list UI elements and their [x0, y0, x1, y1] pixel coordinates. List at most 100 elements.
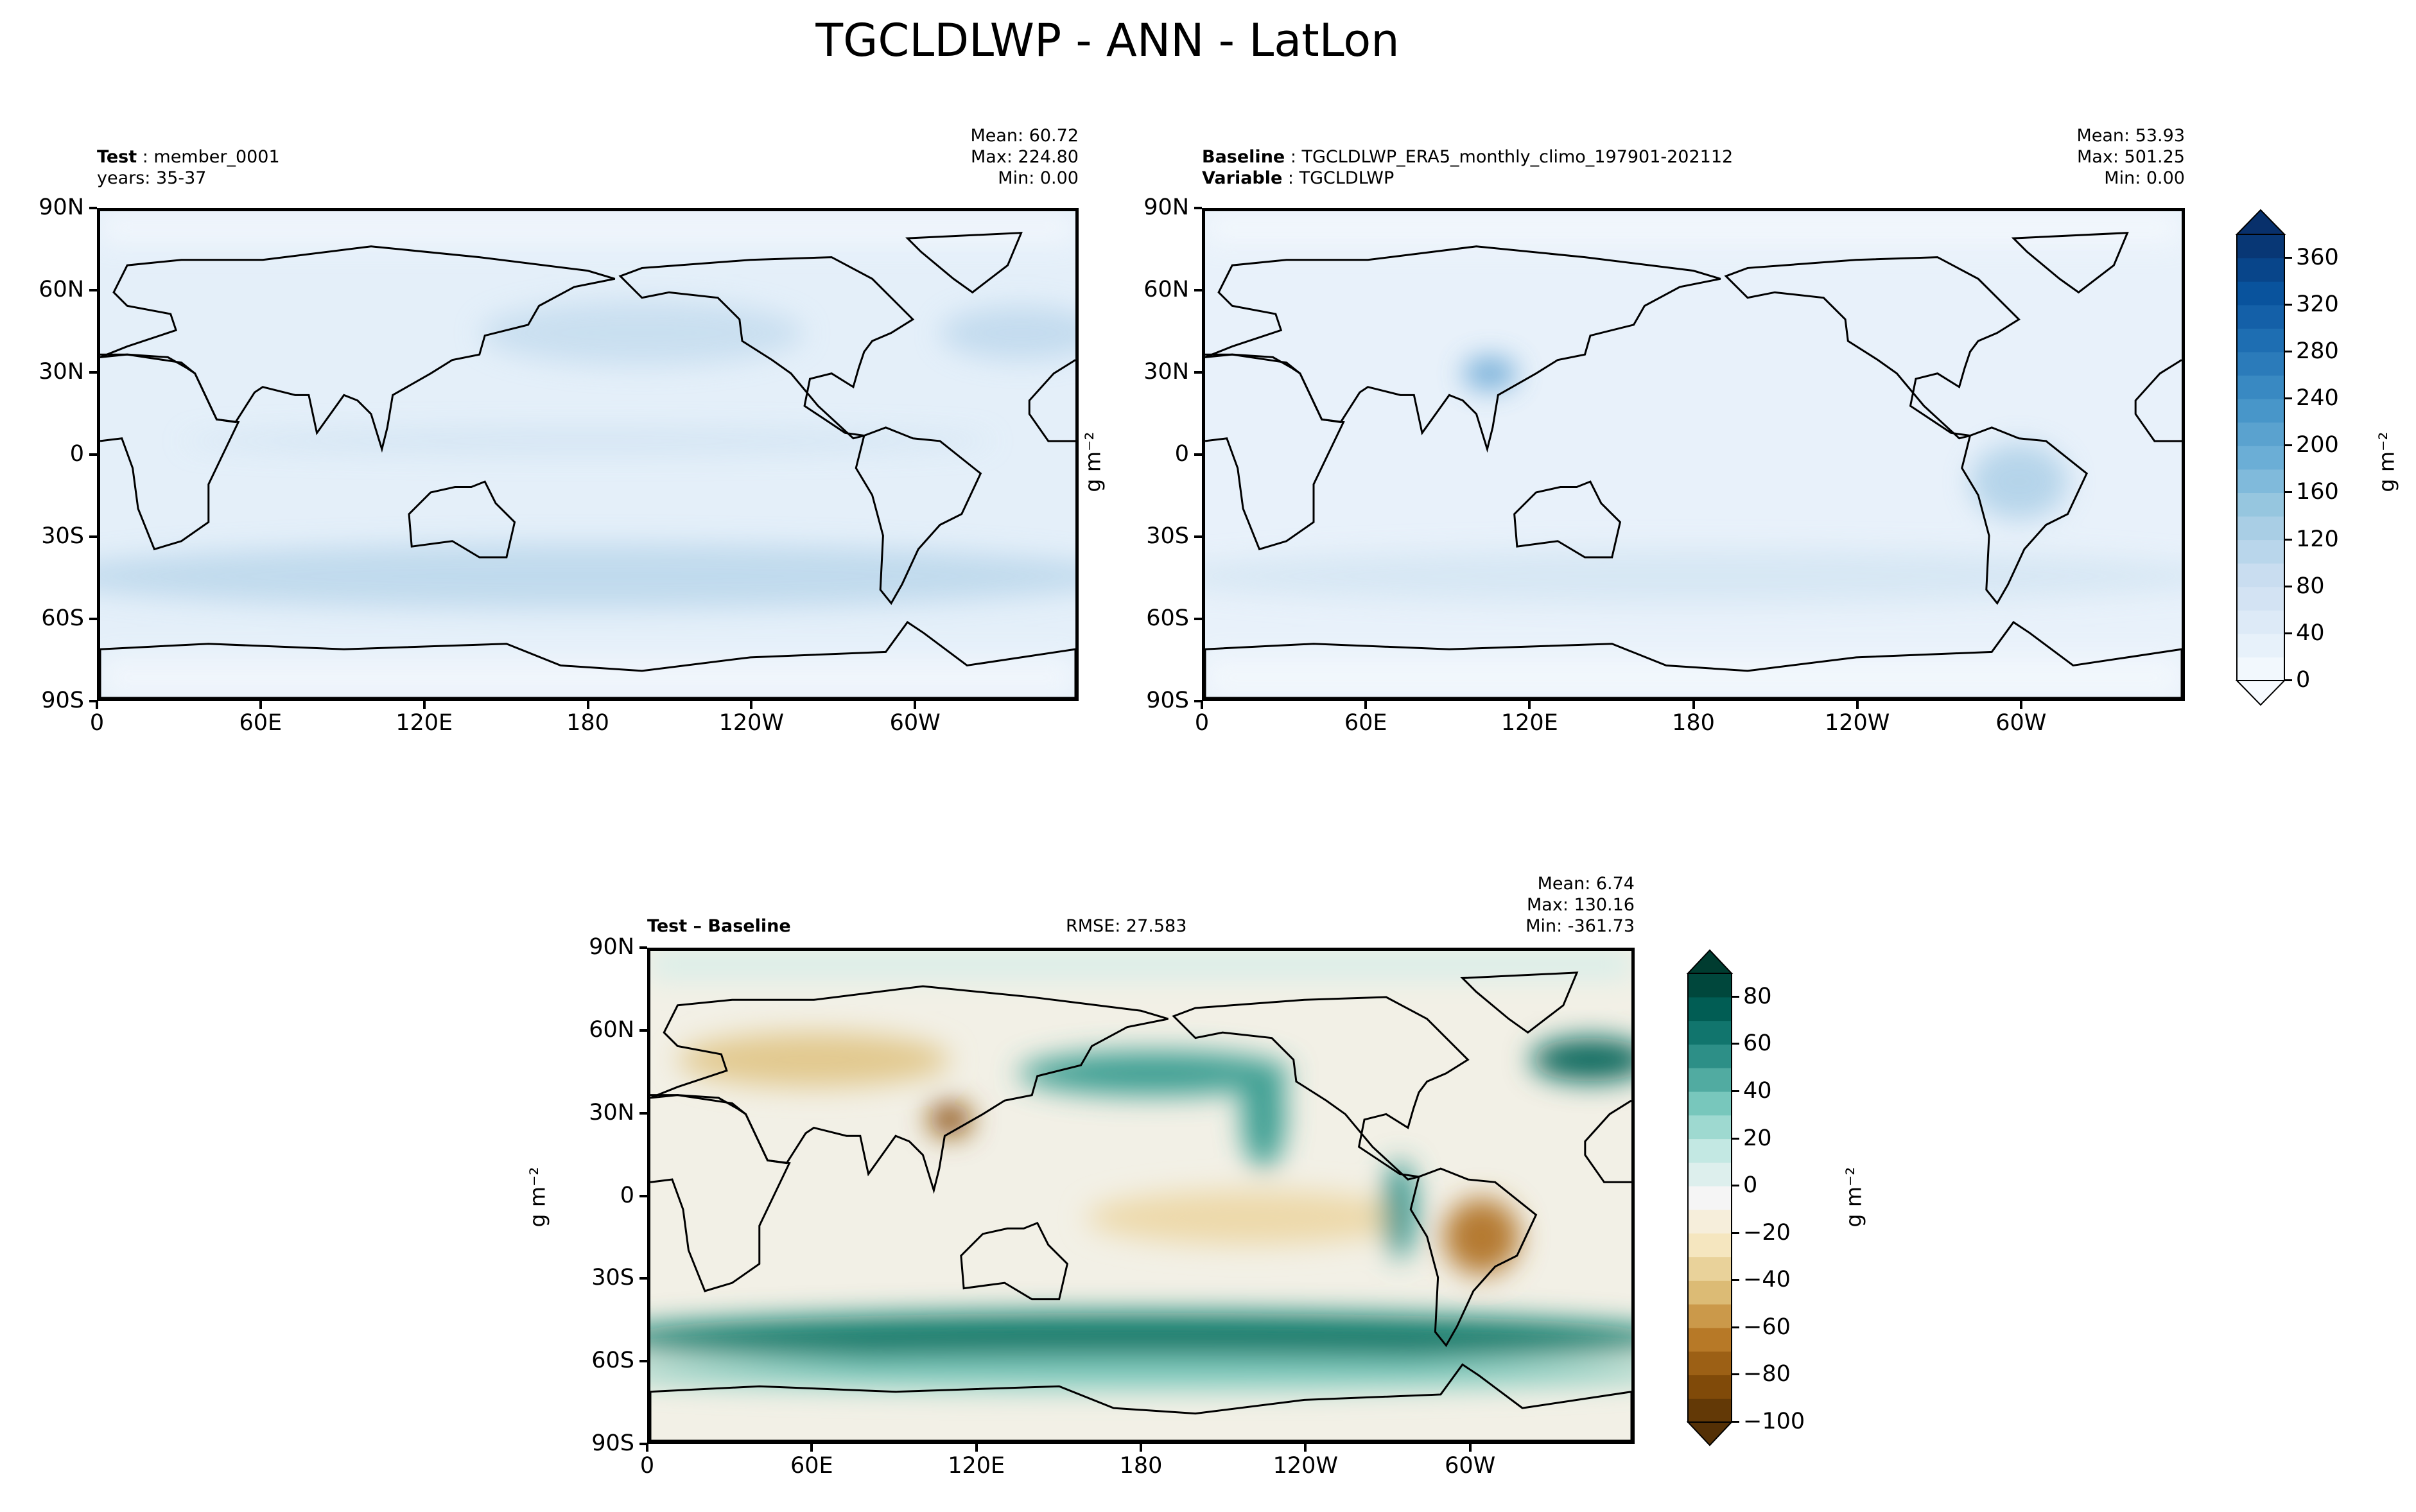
x-tick-label: 60W — [1995, 710, 2047, 736]
x-tick-mark — [1855, 701, 1859, 709]
coastline-samerica — [1962, 428, 2087, 604]
y-tick-label: 0 — [620, 1182, 634, 1208]
test-mean: Mean: 60.72 — [970, 126, 1079, 146]
colorbar-segment — [1688, 1256, 1732, 1281]
colorbar-tick-label: −40 — [1743, 1267, 1791, 1293]
test-map — [97, 208, 1079, 701]
x-tick-label: 120E — [948, 1453, 1005, 1479]
colorbar-tick-mark — [2284, 679, 2292, 681]
colorbar-extend-min — [1686, 1421, 1734, 1447]
colorbar-segment — [1688, 1020, 1732, 1045]
y-tick-mark — [1194, 371, 1202, 374]
coastline-namerica — [1726, 257, 2019, 439]
colorbar-tick-mark — [2284, 397, 2292, 400]
x-tick-label: 120E — [1500, 710, 1558, 736]
test-min: Min: 0.00 — [998, 168, 1079, 188]
test-header: Test : member_0001 years: 35-37 — [97, 147, 280, 188]
colorbar-tick-mark — [2284, 538, 2292, 541]
x-tick-label: 120W — [1824, 710, 1890, 736]
y-tick-mark — [639, 1443, 647, 1445]
y-tick-mark — [639, 1194, 647, 1197]
y-tick-mark — [639, 946, 647, 949]
coastline-eurasia — [100, 247, 615, 449]
coastline-greenland — [1463, 973, 1577, 1032]
test-stats: Mean: 60.72 Max: 224.80 Min: 0.00 — [886, 125, 1079, 189]
y-tick-label: 90S — [591, 1430, 634, 1456]
y-tick-label: 90N — [1143, 195, 1189, 220]
colorbar-tick-label: 80 — [1743, 983, 1772, 1009]
colorbar-tick-mark — [1732, 1326, 1739, 1328]
coastline-greenland — [907, 233, 1021, 293]
colorbar-segment — [2237, 304, 2284, 329]
x-tick-mark — [1468, 1444, 1472, 1452]
colorbar-tick-mark — [2284, 303, 2292, 306]
y-tick-mark — [89, 453, 97, 456]
x-tick-mark — [810, 1444, 813, 1452]
colorbar-tick-label: 360 — [2296, 244, 2339, 270]
baseline-stats: Mean: 53.93 Max: 501.25 Min: 0.00 — [1990, 125, 2185, 189]
x-tick-mark — [750, 701, 753, 709]
colorbar-segment — [2237, 563, 2284, 587]
colorbar-segment — [2237, 610, 2284, 634]
x-tick-mark — [422, 701, 426, 709]
colorbar-segment — [1688, 1091, 1732, 1116]
y-tick-label: 60N — [39, 277, 84, 302]
x-tick-mark — [1304, 1444, 1307, 1452]
diff-unit-label: g m⁻² — [525, 1167, 550, 1228]
colorbar-tick-label: 80 — [2296, 573, 2325, 599]
coastline-africa — [1205, 354, 1343, 549]
y-tick-mark — [1194, 618, 1202, 620]
coastline-samerica — [856, 428, 980, 604]
x-tick-mark — [1692, 701, 1695, 709]
colorbar-tick-label: 200 — [2296, 432, 2339, 458]
colorbar-tick-label: 20 — [1743, 1125, 1772, 1151]
colorbar-tick-label: −80 — [1743, 1361, 1791, 1387]
colorbar-tick-mark — [2284, 444, 2292, 447]
colorbar-tick-label: 160 — [2296, 479, 2339, 505]
y-tick-mark — [639, 1111, 647, 1115]
test-label: Test — [97, 147, 137, 167]
y-tick-label: 60S — [1146, 605, 1189, 631]
y-tick-label: 0 — [1174, 441, 1189, 467]
colorbar-tick-mark — [1732, 1185, 1739, 1187]
colorbar-tick-mark — [1732, 1043, 1739, 1045]
colorbar-segment — [2237, 281, 2284, 306]
coastline-namerica — [1174, 997, 1468, 1179]
x-tick-label: 180 — [1672, 710, 1715, 736]
colorbar-segment — [2237, 257, 2284, 282]
colorbar-segment — [1688, 1351, 1732, 1376]
test-case-name: member_0001 — [153, 147, 280, 167]
coastline-africaW — [1029, 360, 1075, 441]
y-tick-label: 90S — [1146, 688, 1189, 713]
x-tick-label: 60E — [790, 1453, 833, 1479]
y-tick-mark — [1194, 535, 1202, 538]
baseline-max: Max: 501.25 — [2077, 147, 2185, 167]
colorbar-segment — [1688, 1138, 1732, 1163]
y-tick-label: 90S — [41, 688, 84, 713]
x-tick-mark — [646, 1444, 648, 1452]
baseline-name: TGCLDLWP_ERA5_monthly_climo_197901-20211… — [1301, 147, 1734, 167]
colorbar-tick-mark — [2284, 350, 2292, 352]
y-tick-label: 30N — [39, 359, 84, 385]
x-tick-label: 180 — [1119, 1453, 1163, 1479]
colorbar-tick-label: 320 — [2296, 291, 2339, 317]
colorbar-segment — [1688, 1186, 1732, 1210]
colorbar-tick-mark — [2284, 585, 2292, 587]
x-tick-mark — [975, 1444, 978, 1452]
coastline-australia — [1515, 482, 1621, 557]
y-tick-mark — [1194, 207, 1202, 209]
colorbar-tick-label: 60 — [1743, 1030, 1772, 1057]
colorbar-segment — [2237, 657, 2284, 681]
x-tick-label: 120W — [718, 710, 785, 736]
coastline-australia — [961, 1223, 1068, 1299]
y-tick-mark — [89, 700, 97, 702]
coastline-namerica — [620, 257, 913, 439]
y-tick-label: 30S — [591, 1265, 634, 1291]
x-tick-label: 60E — [239, 710, 282, 736]
colorbar-tick-label: −20 — [1743, 1219, 1791, 1246]
colorbar-tick-label: 40 — [1743, 1077, 1772, 1104]
colorbar-segment — [2237, 469, 2284, 493]
colorbar-extend-min — [2235, 680, 2286, 706]
baseline-header: Baseline : TGCLDLWP_ERA5_monthly_climo_1… — [1202, 147, 1734, 188]
x-tick-label: 0 — [89, 710, 105, 736]
